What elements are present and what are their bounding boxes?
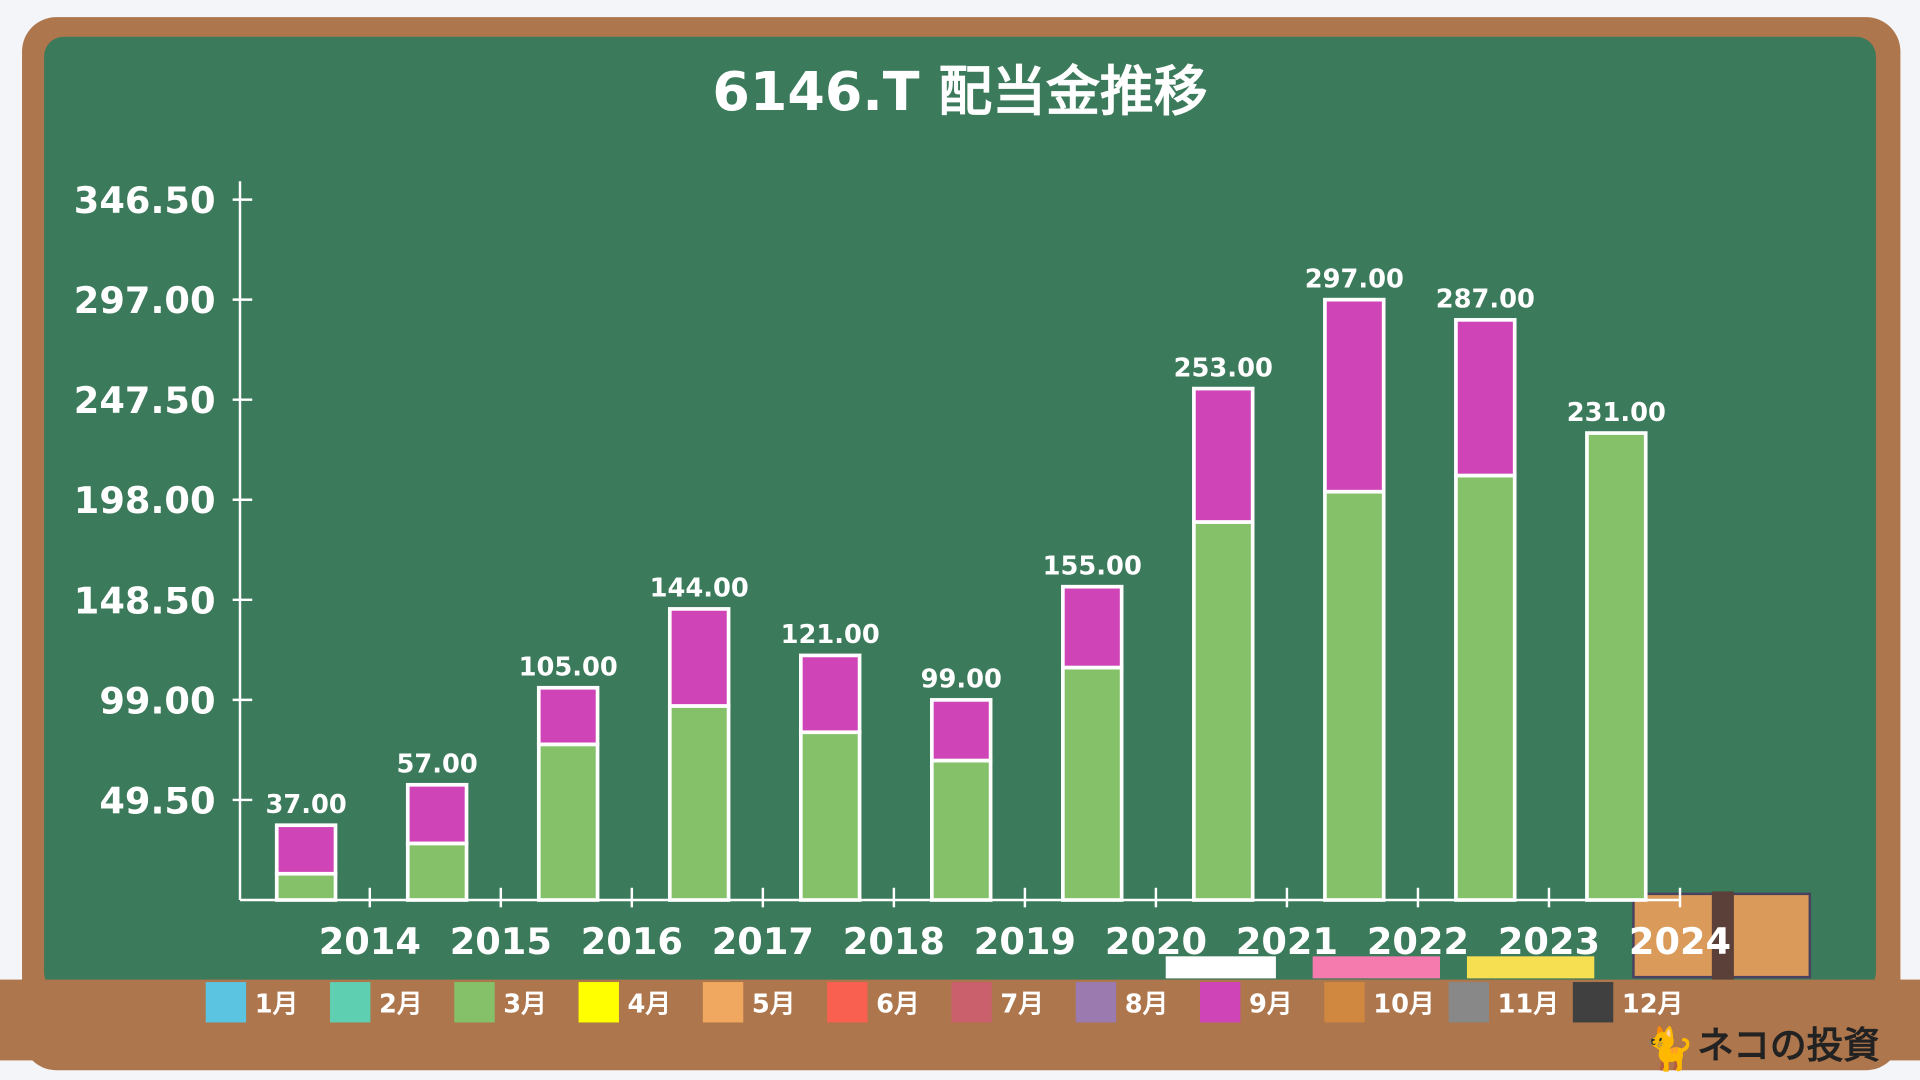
legend-label: 8月: [1125, 990, 1169, 1020]
bar-total-label: 253.00: [1174, 353, 1273, 383]
eraser-band: [1711, 891, 1734, 980]
x-tick-label: 2024: [1629, 920, 1731, 963]
bar-total-label: 231.00: [1567, 398, 1666, 428]
x-tick-label: 2019: [974, 920, 1076, 963]
y-tick-label: 346.50: [74, 179, 216, 222]
bar-total-label: 37.00: [265, 790, 346, 820]
x-tick-label: 2018: [843, 920, 945, 963]
bar-segment-3月: [1454, 473, 1517, 902]
legend-swatch: [1075, 982, 1117, 1023]
x-tick-label: 2022: [1367, 920, 1469, 963]
chalk-yellow: [1466, 956, 1595, 979]
y-tick-label: 198.00: [74, 479, 216, 522]
bar-total-label: 57.00: [396, 750, 477, 780]
chalk-pink: [1312, 956, 1440, 979]
legend-swatch: [1572, 982, 1614, 1023]
x-tick-label: 2015: [450, 920, 552, 963]
cat-icon: 🐈: [1643, 1024, 1695, 1073]
legend-swatch: [702, 982, 744, 1023]
legend-label: 5月: [752, 990, 796, 1020]
legend-swatch: [454, 982, 495, 1023]
bar-total-label: 144.00: [650, 574, 749, 604]
brand-logo: 🐈 ネコの投資: [1643, 1024, 1880, 1073]
brand-text: ネコの投資: [1697, 1024, 1880, 1067]
chart-title: 6146.T 配当金推移: [712, 60, 1207, 123]
bar-segment-9月: [1454, 318, 1517, 478]
bar-segment-9月: [930, 698, 993, 763]
legend-swatch: [205, 982, 247, 1023]
bar-segment-9月: [274, 823, 338, 876]
legend-label: 4月: [628, 990, 672, 1020]
legend-label: 11月: [1498, 990, 1559, 1020]
x-tick-label: 2023: [1498, 920, 1600, 963]
bar-segment-9月: [405, 782, 469, 846]
bar-total-label: 99.00: [921, 665, 1002, 695]
x-tick-label: 2020: [1105, 920, 1207, 963]
x-tick-label: 2017: [712, 920, 814, 963]
legend-label: 12月: [1622, 990, 1683, 1020]
x-tick-label: 2021: [1236, 920, 1338, 963]
y-tick-label: 99.00: [99, 679, 215, 722]
bar-segment-3月: [798, 730, 862, 902]
x-tick-label: 2014: [319, 920, 421, 963]
bar-segment-3月: [536, 742, 600, 902]
legend-swatch: [1200, 982, 1241, 1023]
legend-swatch: [1324, 982, 1365, 1023]
legend-label: 3月: [503, 990, 547, 1020]
legend-swatch: [330, 982, 371, 1023]
legend-swatch: [1448, 982, 1489, 1023]
legend-label: 9月: [1249, 990, 1293, 1020]
chalk-white: [1165, 956, 1276, 979]
bar-segment-3月: [274, 871, 338, 902]
bar-segment-3月: [1323, 489, 1386, 902]
y-tick-label: 247.50: [74, 379, 216, 422]
legend-label: 7月: [1000, 990, 1044, 1020]
bar-segment-9月: [1192, 386, 1255, 524]
legend-label: 10月: [1373, 990, 1434, 1020]
legend-swatch: [827, 982, 868, 1023]
bar-segment-9月: [1323, 297, 1386, 494]
bar-segment-3月: [1192, 520, 1255, 902]
bar-segment-9月: [1061, 584, 1124, 670]
legend-label: 6月: [876, 990, 920, 1020]
bar-segment-3月: [667, 704, 731, 902]
bar-segment-3月: [405, 841, 469, 902]
bar-segment-3月: [930, 758, 993, 902]
y-tick-label: 49.50: [99, 779, 215, 822]
legend-swatch: [951, 982, 992, 1023]
y-tick-label: 148.50: [74, 579, 216, 622]
legend-swatch: [578, 982, 619, 1023]
bar-total-label: 297.00: [1305, 264, 1404, 294]
bar-segment-9月: [536, 685, 600, 747]
bar-total-label: 121.00: [781, 620, 880, 650]
x-tick-label: 2016: [581, 920, 683, 963]
bar-total-label: 287.00: [1436, 285, 1535, 315]
bar-segment-9月: [667, 607, 731, 708]
bar-segment-3月: [1585, 431, 1648, 902]
legend-label: 2月: [379, 990, 423, 1020]
bar-segment-9月: [798, 653, 862, 735]
bar-total-label: 105.00: [519, 653, 618, 683]
bar-segment-3月: [1061, 665, 1124, 902]
chalkboard: [44, 36, 1876, 992]
bar-total-label: 155.00: [1043, 551, 1142, 581]
y-tick-label: 297.00: [74, 279, 216, 322]
legend-label: 1月: [255, 990, 299, 1020]
